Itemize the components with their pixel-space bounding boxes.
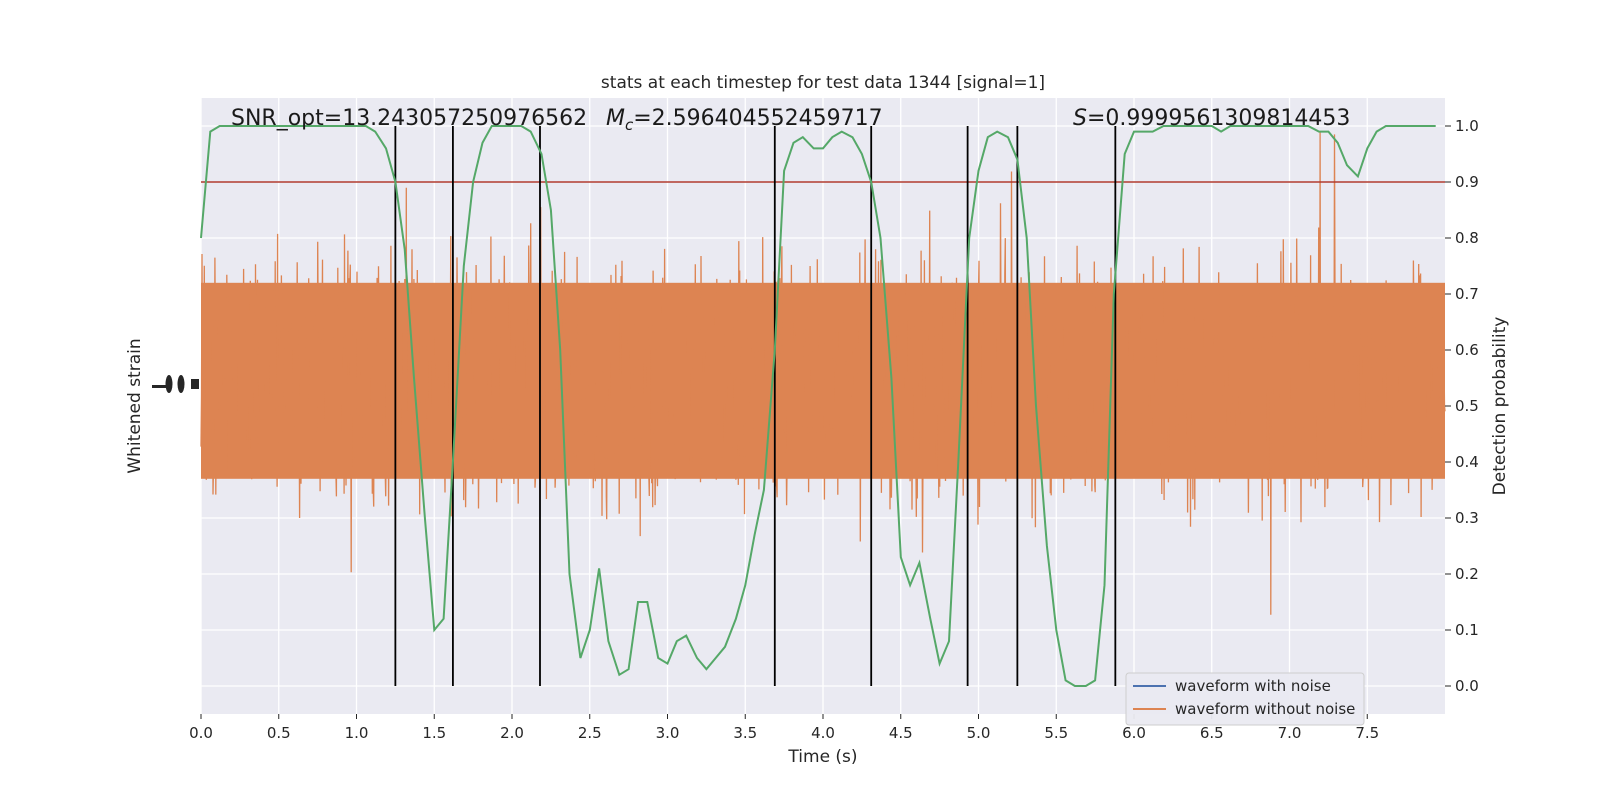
y-axis-label-left: Whitened strain	[125, 338, 145, 473]
x-ticks: 0.0 0.5 1.0 1.5 2.0 2.5 3.0 3.5 4.0 4.5 5.0 5.5 6.0 6…	[189, 714, 1379, 742]
x-tick-label: 6.5	[1200, 724, 1224, 742]
x-tick-label: 2.5	[578, 724, 602, 742]
x-tick-label: 4.5	[889, 724, 913, 742]
y-ticks-right: 0.0 0.1 0.2 0.3 0.4 0.5 0.6 0.7 0.8 0.9 1.0	[1445, 117, 1479, 695]
y-tick-label: 0.7	[1455, 285, 1479, 303]
legend-box	[1125, 672, 1365, 726]
snr-annotation: SNR_opt=13.243057250976562	[231, 106, 587, 131]
y-tick-label: 0.8	[1455, 229, 1479, 247]
x-tick-label: 7.0	[1278, 724, 1302, 742]
y-tick-label: 0.3	[1455, 509, 1479, 527]
chirp-mass-annotation: Mc=2.596404552459717	[606, 106, 883, 134]
left-axis-tick-cluster	[152, 375, 199, 393]
legend-label-without-noise: waveform without noise	[1175, 700, 1355, 718]
y-tick-label: 0.0	[1455, 677, 1479, 695]
x-tick-label: 5.0	[967, 724, 991, 742]
y-tick-label: 0.2	[1455, 565, 1479, 583]
x-tick-label: 2.0	[500, 724, 524, 742]
score-annotation: S=0.9999561309814453	[1073, 106, 1350, 131]
x-tick-label: 1.0	[345, 724, 369, 742]
vertical-lines	[394, 126, 1117, 686]
x-tick-label: 3.5	[733, 724, 757, 742]
y-axis-label-right: Detection probability	[1490, 317, 1510, 496]
x-tick-label: 3.0	[656, 724, 680, 742]
strain-trace	[200, 131, 1446, 615]
y-tick-label: 0.9	[1455, 173, 1479, 191]
detection-probability-line	[200, 125, 1436, 687]
y-tick-label: 0.1	[1455, 621, 1479, 639]
chart-title: stats at each timestep for test data 134…	[601, 73, 1045, 93]
x-tick-label: 0.0	[189, 724, 213, 742]
x-tick-label: 1.5	[422, 724, 446, 742]
y-tick-label: 0.6	[1455, 341, 1479, 359]
y-tick-label: 1.0	[1455, 117, 1479, 135]
x-tick-label: 4.0	[811, 724, 835, 742]
legend-label-with-noise: waveform with noise	[1175, 677, 1331, 695]
strain-waveform	[200, 131, 1446, 615]
x-tick-label: 7.5	[1355, 724, 1379, 742]
x-axis-label: Time (s)	[787, 747, 857, 767]
y-tick-label: 0.5	[1455, 397, 1479, 415]
x-tick-label: 5.5	[1044, 724, 1068, 742]
x-tick-label: 0.5	[267, 724, 291, 742]
x-tick-label: 6.0	[1122, 724, 1146, 742]
y-tick-label: 0.4	[1455, 453, 1479, 471]
legend: waveform with noise waveform without noi…	[1125, 672, 1365, 726]
